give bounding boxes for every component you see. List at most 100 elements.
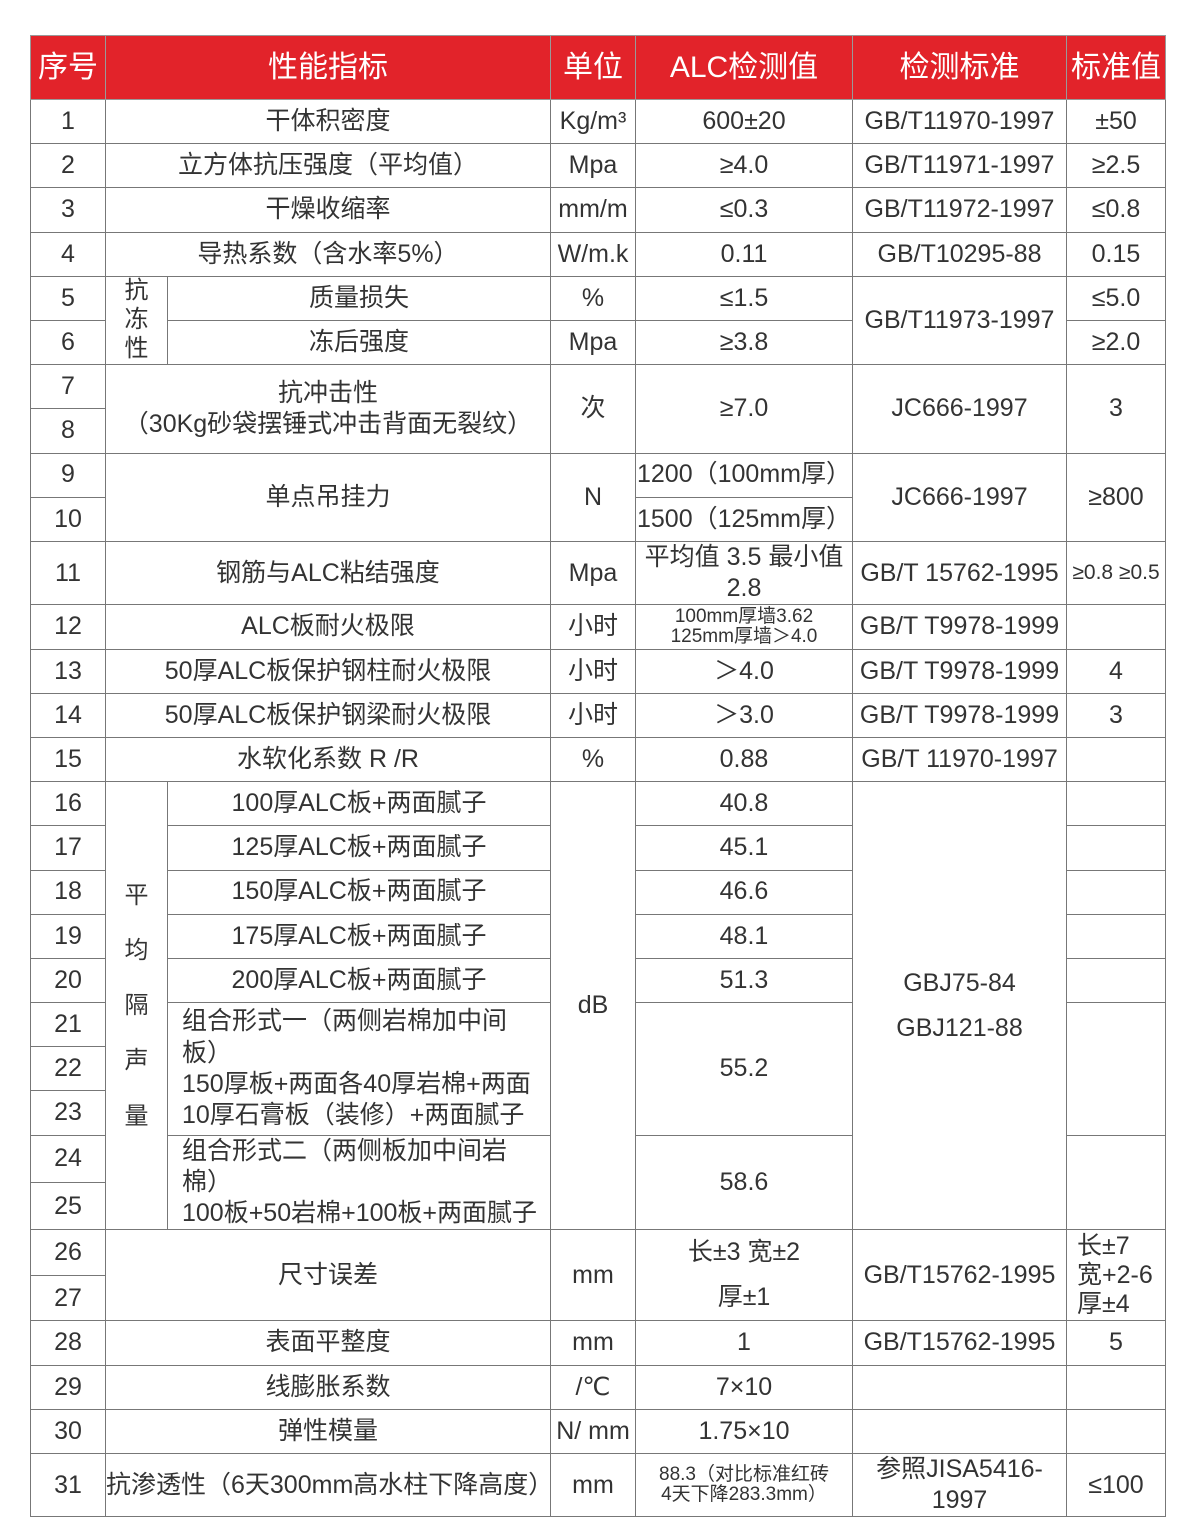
standard: GB/T11970-1997 — [852, 98, 1067, 145]
standard-value: 5 — [1066, 1320, 1166, 1366]
alc-value: ≤0.3 — [635, 187, 853, 233]
indicator: 钢筋与ALC粘结强度 — [105, 540, 551, 606]
indicator: 抗渗透性（6天300mm高水柱下降高度） — [105, 1452, 551, 1518]
indicator: 175厚ALC板+两面腻子 — [167, 913, 551, 959]
alc-value: ≥3.8 — [635, 319, 853, 366]
row-no: 5 — [30, 275, 106, 321]
table-row: 20 200厚ALC板+两面腻子 51.3 — [30, 957, 1166, 1004]
alc-value: 1 — [635, 1320, 853, 1366]
unit: % — [550, 736, 636, 783]
indicator: 50厚ALC板保护钢梁耐火极限 — [105, 692, 551, 738]
table-row: 1 干体积密度 Kg/m³ 600±20 GB/T11970-1997 ±50 — [30, 98, 1166, 145]
row-no: 18 — [30, 869, 106, 915]
header-indicator: 性能指标 — [105, 35, 551, 100]
indicator: 表面平整度 — [105, 1320, 551, 1366]
alc-value: 51.3 — [635, 957, 853, 1004]
row-no: 29 — [30, 1364, 106, 1410]
indicator: 组合形式二（两侧板加中间岩棉） 100板+50岩棉+100板+两面腻子 — [167, 1134, 551, 1231]
standard-value — [1066, 781, 1166, 827]
header-row: 序号 性能指标 单位 ALC检测值 检测标准 标准值 — [30, 35, 1166, 100]
alc-value: 0.88 — [635, 736, 853, 783]
alc-value: 1200（100mm厚） — [635, 452, 853, 498]
table-row: 8 — [30, 408, 1166, 454]
indicator: 单点吊挂力 — [105, 452, 551, 542]
header-value: 标准值 — [1066, 35, 1166, 100]
row-no: 24 — [30, 1134, 106, 1184]
row-no: 9 — [30, 452, 106, 498]
row-no: 26 — [30, 1229, 106, 1276]
alc-value: 88.3（对比标准红砖 4天下降283.3mm） — [635, 1452, 853, 1518]
alc-value: 长±3 宽±2 厚±1 — [635, 1229, 853, 1322]
standard-value: ≥800 — [1066, 452, 1166, 542]
table-row: 2 立方体抗压强度（平均值） Mpa ≥4.0 GB/T11971-1997 ≥2.5 — [30, 143, 1166, 189]
row-no: 27 — [30, 1274, 106, 1322]
unit: 小时 — [550, 604, 636, 650]
standard-value: ≥0.8 ≥0.5 — [1066, 540, 1166, 606]
unit: Kg/m³ — [550, 98, 636, 145]
table-row: 18 150厚ALC板+两面腻子 46.6 — [30, 869, 1166, 915]
row-no: 6 — [30, 319, 106, 366]
row-no: 22 — [30, 1046, 106, 1092]
standard: GB/T11971-1997 — [852, 143, 1067, 189]
alc-value: ≤1.5 — [635, 275, 853, 321]
row-no: 20 — [30, 957, 106, 1004]
table-row: 10 1500（125mm厚） — [30, 496, 1166, 542]
table-row: 15 水软化系数 R /R% 0.88 GB/T 11970-1997 — [30, 736, 1166, 783]
indicator: 50厚ALC板保护钢柱耐火极限 — [105, 648, 551, 694]
standard: GBJ75-84 GBJ121-88 — [852, 781, 1067, 1231]
alc-value: 1.75×10 — [635, 1408, 853, 1454]
standard: GB/T11973-1997 — [852, 275, 1067, 366]
table-row: 9 单点吊挂力 N 1200（100mm厚） JC666-1997 ≥800 — [30, 452, 1166, 542]
standard: JC666-1997 — [852, 452, 1067, 542]
table-row: 12 ALC板耐火极限 小时 100mm厚墙3.62 125mm厚墙＞4.0 GB/T … — [30, 604, 1166, 650]
standard: JC666-1997 — [852, 364, 1067, 454]
row-no: 4 — [30, 231, 106, 277]
unit: dB — [550, 781, 636, 1231]
table-row: 25 — [30, 1181, 1166, 1231]
unit: 小时 — [550, 692, 636, 738]
table-row: 17 125厚ALC板+两面腻子 45.1 — [30, 825, 1166, 871]
row-no: 11 — [30, 540, 106, 606]
table-row: 13 50厚ALC板保护钢柱耐火极限 小时 ＞4.0 GB/T T9978-1999 4 — [30, 648, 1166, 694]
standard — [852, 1364, 1067, 1410]
standard: GB/T15762-1995 — [852, 1320, 1067, 1366]
unit: Mpa — [550, 319, 636, 366]
standard: GB/T T9978-1999 — [852, 648, 1067, 694]
unit: 次 — [550, 364, 636, 454]
table-row: 11 钢筋与ALC粘结强度 Mpa 平均值 3.5 最小值 2.8 GB/T 15762… — [30, 540, 1166, 606]
row-no: 15 — [30, 736, 106, 783]
row-no: 1 — [30, 98, 106, 145]
standard-value — [1066, 1002, 1166, 1136]
alc-value: 55.2 — [635, 1002, 853, 1136]
standard: 参照JISA5416-1997 — [852, 1452, 1067, 1518]
unit: mm/m — [550, 187, 636, 233]
indicator: 干体积密度 — [105, 98, 551, 145]
table-row: 19 175厚ALC板+两面腻子 48.1 — [30, 913, 1166, 959]
unit: mm — [550, 1320, 636, 1366]
standard-value: 0.15 — [1066, 231, 1166, 277]
table-row: 28 表面平整度 mm 1 GB/T15762-1995 5 — [30, 1320, 1166, 1366]
table-row: 21 组合形式一（两侧岩棉加中间板） 150厚板+两面各40厚岩棉+两面 10厚石… — [30, 1002, 1166, 1136]
indicator: 冻后强度 — [167, 319, 551, 366]
alc-value: ＞4.0 — [635, 648, 853, 694]
unit: Mpa — [550, 143, 636, 189]
alc-value: 58.6 — [635, 1134, 853, 1231]
standard-value — [1066, 869, 1166, 915]
row-no: 28 — [30, 1320, 106, 1366]
alc-value: 平均值 3.5 最小值 2.8 — [635, 540, 853, 606]
indicator: 100厚ALC板+两面腻子 — [167, 781, 551, 827]
standard-value — [1066, 825, 1166, 871]
indicator: 150厚ALC板+两面腻子 — [167, 869, 551, 915]
indicator: 200厚ALC板+两面腻子 — [167, 957, 551, 1004]
row-no: 21 — [30, 1002, 106, 1048]
group-label: 平 均 隔 声 量 — [105, 781, 168, 1231]
alc-value: 7×10 — [635, 1364, 853, 1410]
alc-value: ≥7.0 — [635, 364, 853, 454]
unit: W/m.k — [550, 231, 636, 277]
indicator: 线膨胀系数 — [105, 1364, 551, 1410]
standard-value — [1066, 1364, 1166, 1410]
row-no: 7 — [30, 364, 106, 410]
indicator: 弹性模量 — [105, 1408, 551, 1454]
unit: mm — [550, 1452, 636, 1518]
standard: GB/T T9978-1999 — [852, 692, 1067, 738]
